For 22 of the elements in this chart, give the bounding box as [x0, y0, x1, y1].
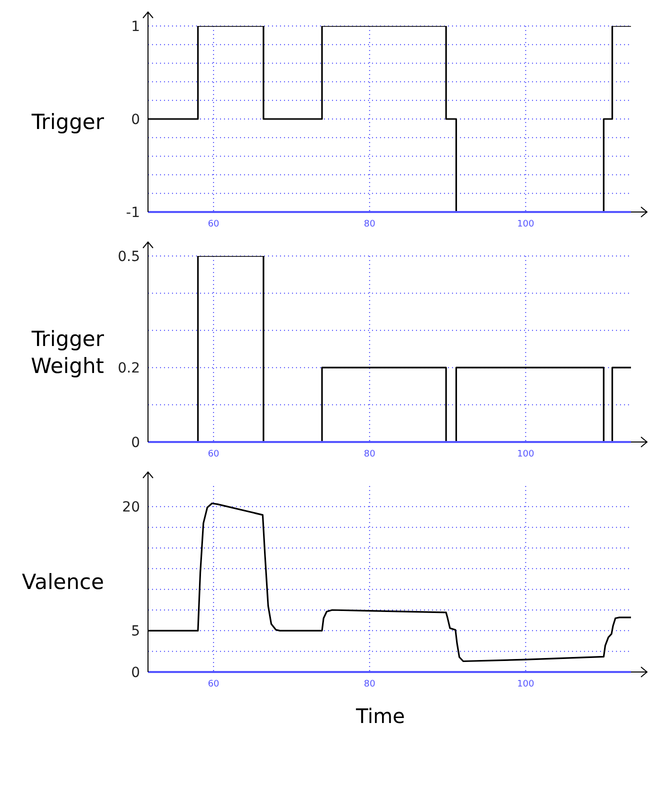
y-tick-label: 0.2 — [118, 360, 140, 377]
y-tick-label: -1 — [126, 204, 140, 221]
y-tick-label: 0 — [131, 112, 140, 128]
y-axis-title: Trigger — [30, 109, 105, 136]
x-tick-label: 100 — [517, 449, 535, 460]
y-tick-label: 20 — [122, 500, 140, 516]
x-axis-title: Time — [355, 704, 406, 728]
y-tick-label: 1 — [131, 18, 140, 35]
y-tick-label: 5 — [131, 624, 140, 640]
x-tick-label: 100 — [517, 219, 535, 230]
y-tick-label: 0 — [131, 434, 140, 451]
x-tick-label: 100 — [517, 679, 535, 690]
y-axis-title: Valence — [20, 569, 105, 596]
x-tick-label: 60 — [208, 679, 220, 690]
y-tick-label: 0.5 — [118, 248, 140, 265]
x-tick-label: 80 — [364, 449, 376, 460]
y-axis-title: Trigger Weight — [30, 326, 105, 380]
x-tick-label: 80 — [364, 679, 376, 690]
y-tick-label: 0 — [131, 664, 140, 681]
x-tick-label: 60 — [208, 219, 220, 230]
x-tick-label: 60 — [208, 449, 220, 460]
x-tick-label: 80 — [364, 219, 376, 230]
